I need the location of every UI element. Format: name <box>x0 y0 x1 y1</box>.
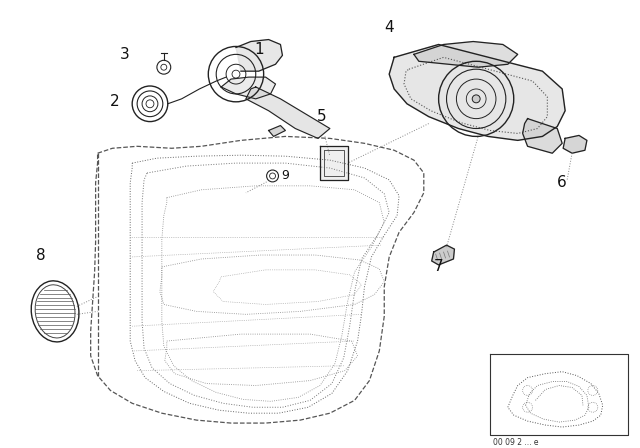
Polygon shape <box>320 146 348 180</box>
Text: 4: 4 <box>385 20 394 35</box>
Polygon shape <box>221 77 275 99</box>
Polygon shape <box>236 39 282 71</box>
Polygon shape <box>269 125 285 136</box>
Text: 9: 9 <box>282 169 289 182</box>
Polygon shape <box>563 135 587 153</box>
Text: 3: 3 <box>120 47 129 62</box>
Text: 8: 8 <box>36 248 46 263</box>
Polygon shape <box>523 119 562 153</box>
Text: 5: 5 <box>317 109 327 124</box>
Polygon shape <box>404 57 547 134</box>
Polygon shape <box>389 44 565 140</box>
Circle shape <box>472 95 480 103</box>
Text: 2: 2 <box>109 95 119 109</box>
Text: 1: 1 <box>254 42 264 57</box>
Polygon shape <box>432 245 454 265</box>
Text: 7: 7 <box>434 259 444 274</box>
Polygon shape <box>414 42 518 67</box>
Text: 00 09 2 ... e: 00 09 2 ... e <box>493 438 538 447</box>
Polygon shape <box>246 87 330 138</box>
Text: 6: 6 <box>557 175 567 190</box>
